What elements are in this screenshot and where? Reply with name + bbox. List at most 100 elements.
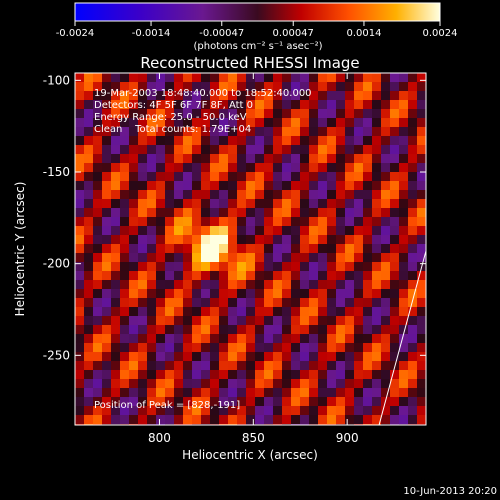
heatmap-cell	[417, 298, 426, 308]
heatmap-cell	[192, 145, 202, 155]
heatmap-cell	[165, 100, 175, 110]
heatmap-cell	[138, 397, 148, 407]
heatmap-cell	[138, 217, 148, 227]
heatmap-cell	[345, 253, 355, 263]
heatmap-cell	[381, 82, 391, 92]
heatmap-cell	[417, 100, 426, 110]
heatmap-cell	[237, 316, 247, 326]
colorbar-tick-label: 0.00047	[273, 28, 314, 39]
heatmap-cell	[192, 289, 202, 299]
heatmap-cell	[183, 100, 193, 110]
heatmap-cell	[318, 406, 328, 416]
heatmap-cell	[147, 91, 157, 101]
heatmap-cell	[390, 289, 400, 299]
heatmap-cell	[273, 343, 283, 353]
heatmap-cell	[165, 172, 175, 182]
heatmap-cell	[354, 82, 364, 92]
heatmap-cell	[381, 109, 391, 119]
heatmap-cell	[345, 100, 355, 110]
heatmap-cell	[300, 280, 310, 290]
heatmap-cell	[102, 289, 112, 299]
heatmap-cell	[111, 163, 121, 173]
heatmap-cell	[255, 208, 265, 218]
heatmap-cell	[282, 127, 292, 137]
heatmap-cell	[381, 253, 391, 263]
heatmap-cell	[228, 307, 238, 317]
heatmap-cell	[390, 109, 400, 119]
heatmap-cell	[264, 208, 274, 218]
heatmap-cell	[300, 370, 310, 380]
heatmap-cell	[210, 361, 220, 371]
heatmap-cell	[129, 316, 139, 326]
heatmap-cell	[372, 235, 382, 245]
heatmap-cell	[363, 307, 373, 317]
heatmap-cell	[264, 118, 274, 128]
heatmap-cell	[408, 154, 418, 164]
heatmap-cell	[246, 145, 256, 155]
heatmap-cell	[282, 343, 292, 353]
heatmap-cell	[201, 190, 211, 200]
heatmap-cell	[147, 226, 157, 236]
heatmap-cell	[282, 307, 292, 317]
heatmap-cell	[282, 289, 292, 299]
heatmap-cell	[264, 415, 274, 425]
heatmap-cell	[390, 154, 400, 164]
heatmap-cell	[84, 406, 94, 416]
heatmap-cell	[102, 334, 112, 344]
heatmap-cell	[318, 163, 328, 173]
heatmap-cell	[147, 127, 157, 137]
heatmap-cell	[300, 289, 310, 299]
heatmap-cell	[264, 172, 274, 182]
heatmap-cell	[75, 226, 85, 236]
heatmap-cell	[354, 361, 364, 371]
heatmap-cell	[192, 307, 202, 317]
heatmap-cell	[399, 163, 409, 173]
heatmap-cell	[363, 397, 373, 407]
heatmap-cell	[417, 361, 426, 371]
heatmap-cell	[300, 262, 310, 272]
heatmap-cell	[201, 271, 211, 281]
heatmap-cell	[354, 370, 364, 380]
heatmap-cell	[246, 154, 256, 164]
heatmap-cell	[147, 388, 157, 398]
heatmap-cell	[192, 127, 202, 137]
heatmap-cell	[246, 307, 256, 317]
heatmap-cell	[345, 181, 355, 191]
heatmap-cell	[318, 235, 328, 245]
heatmap-cell	[165, 253, 175, 263]
heatmap-cell	[129, 154, 139, 164]
heatmap-cell	[264, 298, 274, 308]
heatmap-cell	[84, 244, 94, 254]
heatmap-cell	[399, 145, 409, 155]
heatmap-cell	[84, 334, 94, 344]
heatmap-cell	[228, 145, 238, 155]
heatmap-cell	[192, 343, 202, 353]
heatmap-cell	[102, 235, 112, 245]
heatmap-cell	[246, 172, 256, 182]
heatmap-cell	[201, 145, 211, 155]
heatmap-cell	[336, 244, 346, 254]
heatmap-cell	[255, 199, 265, 209]
heatmap-cell	[264, 199, 274, 209]
heatmap-cell	[273, 118, 283, 128]
heatmap-cell	[93, 343, 103, 353]
heatmap-cell	[120, 91, 130, 101]
heatmap-cell	[246, 361, 256, 371]
heatmap-cell	[372, 379, 382, 389]
heatmap-cell	[228, 73, 238, 83]
heatmap-cell	[354, 172, 364, 182]
heatmap-cell	[75, 406, 85, 416]
heatmap-cell	[381, 370, 391, 380]
heatmap-cell	[237, 127, 247, 137]
heatmap-cell	[417, 181, 426, 191]
heatmap-cell	[246, 163, 256, 173]
heatmap-cell	[399, 91, 409, 101]
heatmap-cell	[237, 253, 247, 263]
heatmap-cell	[129, 271, 139, 281]
heatmap-cell	[165, 280, 175, 290]
heatmap-cell	[102, 388, 112, 398]
heatmap-cell	[156, 397, 166, 407]
heatmap-cell	[354, 415, 364, 425]
heatmap-cell	[327, 370, 337, 380]
heatmap-cell	[318, 415, 328, 425]
